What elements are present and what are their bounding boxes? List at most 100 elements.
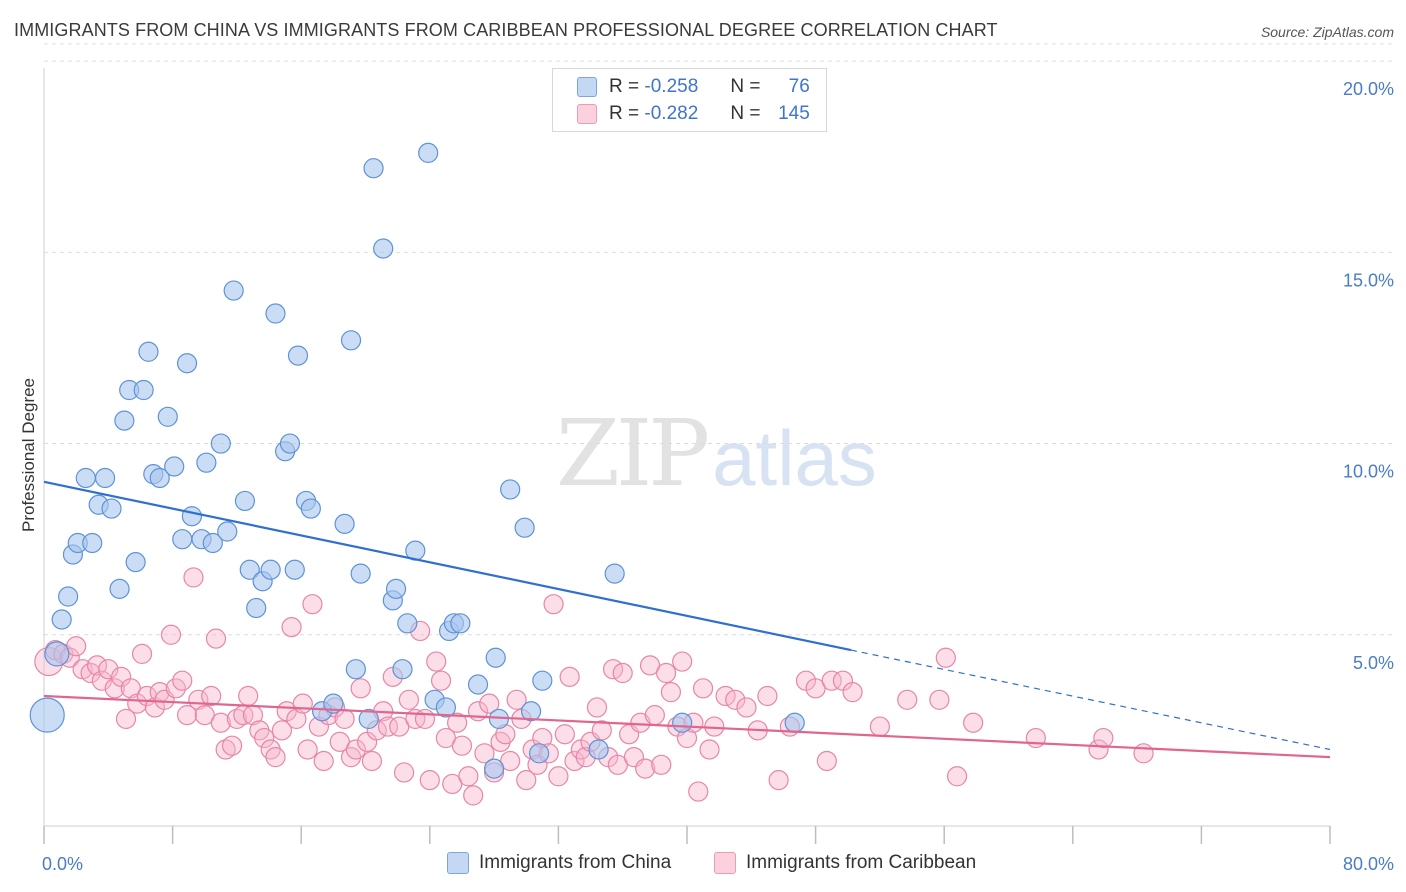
chart-title: IMMIGRANTS FROM CHINA VS IMMIGRANTS FROM… xyxy=(14,20,998,40)
caribbean-point xyxy=(656,662,677,684)
china-point xyxy=(75,467,96,489)
caribbean-point xyxy=(506,689,527,710)
china-point xyxy=(467,674,489,695)
china-point xyxy=(125,552,146,573)
china-point xyxy=(450,613,471,634)
caribbean-point xyxy=(350,678,371,699)
caribbean-point xyxy=(688,781,709,802)
china-point xyxy=(239,559,260,580)
china-point xyxy=(514,517,535,538)
caribbean-point xyxy=(393,762,415,783)
china-point xyxy=(260,559,281,580)
china-point xyxy=(157,406,178,427)
source-credit: Source: ZipAtlas.com xyxy=(1260,24,1394,40)
caribbean-point xyxy=(897,689,918,710)
china-point xyxy=(58,586,79,607)
caribbean-point xyxy=(238,685,259,707)
china-point xyxy=(114,410,135,431)
china-trend-extension xyxy=(850,649,1331,751)
china-point xyxy=(202,532,223,554)
china-point xyxy=(164,456,185,477)
china-point xyxy=(323,693,344,714)
china-point xyxy=(392,659,413,680)
tick-labels: 5.0% 10.0% 15.0% 20.0% 0.0% 80.0% xyxy=(42,79,1394,874)
caribbean-point xyxy=(361,750,383,772)
china-point xyxy=(223,280,244,301)
x-tick-label-min: 0.0% xyxy=(42,854,83,874)
caribbean-point xyxy=(660,682,682,703)
caribbean-point xyxy=(869,716,891,737)
series-label-caribbean: Immigrants from Caribbean xyxy=(746,852,977,873)
caribbean-point xyxy=(292,693,313,714)
series-legend-caribbean: Immigrants from Caribbean xyxy=(714,852,976,874)
legend-swatch-caribbean xyxy=(577,104,597,124)
caribbean-point xyxy=(115,708,137,730)
china-point xyxy=(234,490,256,512)
china-point xyxy=(397,613,418,634)
caribbean-point xyxy=(699,739,720,760)
caribbean-trend-line xyxy=(43,694,1331,759)
caribbean-point xyxy=(447,712,468,733)
china-point xyxy=(82,532,103,554)
china-point xyxy=(217,521,238,542)
caribbean-point xyxy=(548,766,569,787)
china-point xyxy=(345,659,366,680)
china-point xyxy=(340,330,362,351)
trend-lines xyxy=(43,480,1331,759)
legend-r-label: R = xyxy=(609,103,640,124)
caribbean-point xyxy=(265,747,286,768)
caribbean-point xyxy=(210,712,231,733)
china-point xyxy=(300,498,321,519)
china-point xyxy=(529,743,550,764)
caribbean-point xyxy=(98,659,119,680)
china-point xyxy=(784,712,805,733)
china-point xyxy=(109,578,130,599)
china-point xyxy=(484,758,505,779)
x-ticks xyxy=(43,826,1331,844)
caribbean-point xyxy=(757,685,778,707)
caribbean-point xyxy=(377,716,399,737)
watermark-atlas: atlas xyxy=(712,414,877,502)
china-point xyxy=(350,563,371,584)
caribbean-point xyxy=(201,685,222,707)
caribbean-point xyxy=(816,750,837,772)
correlation-legend: R = -0.258 N = 76 R = -0.282 N = 145 xyxy=(552,68,827,132)
caribbean-point xyxy=(842,682,863,703)
caribbean-point xyxy=(183,567,204,588)
y-tick-label: 10.0% xyxy=(1343,462,1394,482)
china-point xyxy=(485,647,506,668)
caribbean-point xyxy=(736,697,757,718)
china-point xyxy=(334,513,355,534)
caribbean-point xyxy=(205,628,227,649)
legend-r-value-china: -0.258 xyxy=(644,76,699,97)
caribbean-point xyxy=(672,651,693,672)
legend-r-value-caribbean: -0.282 xyxy=(644,103,699,124)
caribbean-point xyxy=(963,712,984,733)
legend-r-label: R = xyxy=(609,76,640,97)
y-tick-label: 20.0% xyxy=(1343,79,1394,99)
china-point xyxy=(604,563,625,584)
china-point xyxy=(279,433,301,454)
china-point xyxy=(246,597,267,619)
caribbean-point xyxy=(215,739,236,760)
caribbean-point xyxy=(554,724,575,745)
caribbean-point xyxy=(176,704,198,726)
caribbean-point xyxy=(430,670,452,691)
caribbean-points xyxy=(34,567,1154,806)
caribbean-point xyxy=(474,743,495,764)
caribbean-point xyxy=(458,766,479,787)
legend-n-label: N = xyxy=(730,103,761,124)
watermark: ZIPatlas xyxy=(556,400,877,507)
china-point xyxy=(101,498,122,519)
caribbean-point xyxy=(463,785,484,806)
china-points xyxy=(29,104,805,779)
china-trend-line xyxy=(43,480,852,652)
caribbean-point xyxy=(1133,743,1154,764)
series-legend-china: Immigrants from China xyxy=(447,852,671,874)
china-point xyxy=(94,467,116,489)
x-tick-label-max: 80.0% xyxy=(1343,854,1394,874)
china-point xyxy=(284,559,305,580)
caribbean-point xyxy=(946,766,968,787)
china-point xyxy=(520,701,542,722)
china-point xyxy=(358,708,379,730)
